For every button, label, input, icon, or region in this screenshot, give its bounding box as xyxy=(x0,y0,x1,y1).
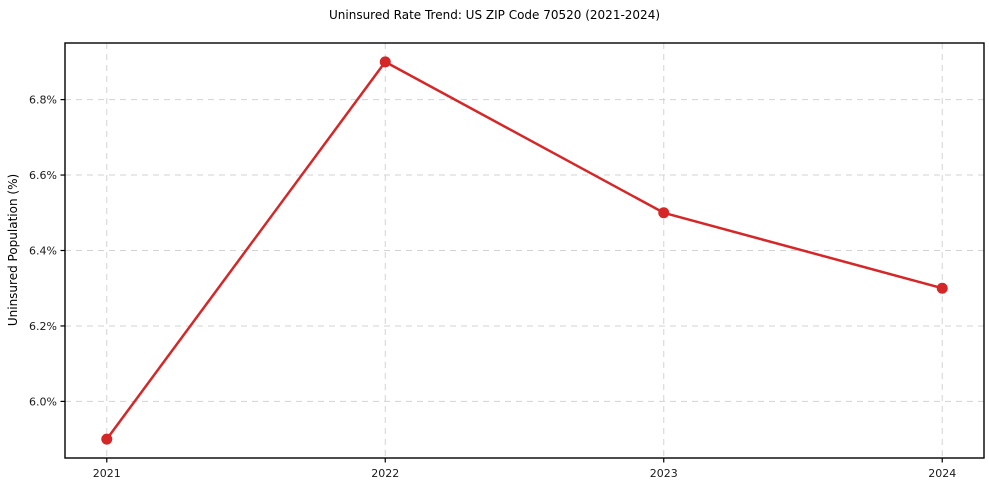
x-tick-label: 2024 xyxy=(928,467,956,480)
y-tick-label: 6.4% xyxy=(29,245,57,258)
trend-line xyxy=(105,60,944,441)
data-point-marker xyxy=(101,433,113,445)
data-point-marker xyxy=(379,56,391,68)
x-tick-label: 2022 xyxy=(371,467,399,480)
data-point-marker xyxy=(936,282,948,294)
x-tick-label: 2023 xyxy=(650,467,678,480)
y-tick-label: 6.2% xyxy=(29,320,57,333)
y-tick-label: 6.6% xyxy=(29,169,57,182)
y-tick-label: 6.8% xyxy=(29,94,57,107)
y-tick-label: 6.0% xyxy=(29,395,57,408)
x-tick-label: 2021 xyxy=(93,467,121,480)
chart-title: Uninsured Rate Trend: US ZIP Code 70520 … xyxy=(328,8,661,22)
data-point-marker xyxy=(658,207,670,219)
